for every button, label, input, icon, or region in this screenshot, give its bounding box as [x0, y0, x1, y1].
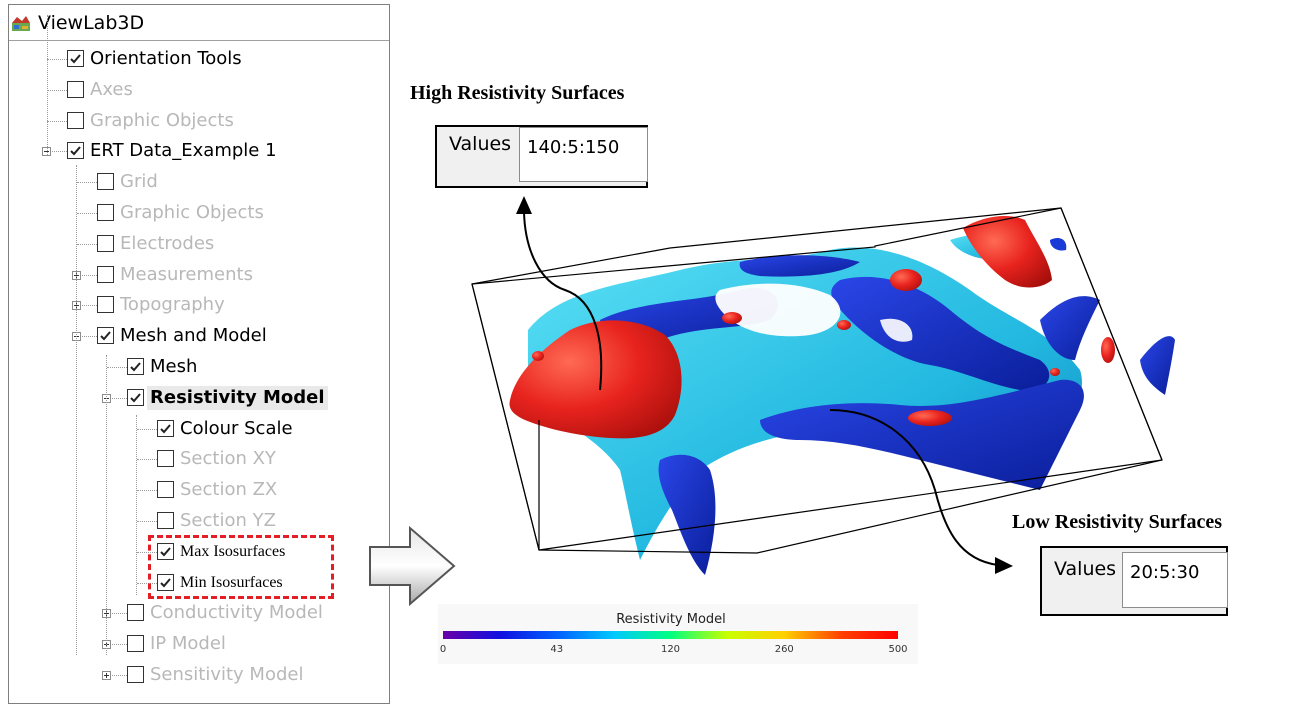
tree-item-label: Graphic Objects — [120, 202, 264, 223]
tree-connector — [137, 428, 157, 430]
low-values-label: Values — [1054, 558, 1117, 580]
collapse-icon[interactable] — [42, 147, 51, 157]
colour-scale-legend: Resistivity Model 0 43 120 260 500 — [438, 604, 918, 664]
tree-item-label: Mesh — [150, 356, 198, 377]
tree-connector — [107, 367, 127, 368]
tree-connector — [47, 59, 67, 60]
colour-scale-tick-label: 0 — [439, 644, 447, 655]
tree-item-label: Graphic Objects — [90, 109, 234, 131]
tree-connector — [137, 521, 157, 522]
tree-item-label: IP Model — [150, 633, 226, 655]
tree-item-checkbox[interactable] — [97, 173, 114, 191]
tree-connector — [107, 613, 127, 615]
tree-item-label: Grid — [120, 171, 158, 193]
expand-icon[interactable] — [102, 671, 111, 680]
high-surface-pointer-arrow — [516, 196, 603, 391]
tree-item-checkbox[interactable] — [97, 234, 114, 252]
tree-item-checkbox[interactable] — [127, 604, 144, 622]
tree-item-label: Conductivity Model — [150, 602, 323, 624]
tree-item-checkbox[interactable] — [157, 573, 174, 591]
tree-item-checkbox[interactable] — [157, 419, 174, 437]
tree-item-checkbox[interactable] — [97, 265, 114, 283]
tree-item-label: ERT Data_Example 1 — [90, 140, 277, 162]
tree-item-label: Measurements — [120, 263, 253, 285]
tree-item-checkbox[interactable] — [67, 50, 84, 67]
tree-connector — [136, 415, 137, 595]
tree-item-label: Section ZX — [180, 479, 278, 501]
tree-connector — [47, 151, 67, 153]
tree-connector — [137, 459, 157, 461]
tree-connector — [77, 182, 97, 184]
low-surface-pointer-arrow — [829, 409, 1013, 574]
high-resistivity-isosurfaces — [509, 216, 1115, 439]
low-values-panel: Values 20:5:30 — [1040, 546, 1228, 616]
tree-connector — [137, 490, 157, 492]
tree-connector — [137, 582, 157, 584]
right-arrow-icon — [366, 525, 460, 611]
tree-item-label: Section XY — [180, 448, 276, 470]
app-title: ViewLab3D — [38, 12, 145, 34]
tree-item-label: Axes — [90, 78, 133, 100]
tree-connector — [77, 305, 97, 307]
tree-connector — [77, 213, 97, 214]
tree-item-label: Orientation Tools — [90, 48, 242, 69]
tree-connector — [106, 355, 107, 655]
tree-item-checkbox[interactable] — [127, 666, 144, 683]
tree-item-label: Sensitivity Model — [150, 664, 304, 685]
colour-scale-gradient — [443, 631, 898, 639]
tree-item-checkbox[interactable] — [97, 327, 114, 345]
tree-item-checkbox[interactable] — [157, 481, 174, 499]
colour-scale-title: Resistivity Model — [616, 612, 726, 627]
tree-item-label: Min Isosurfaces — [180, 573, 283, 591]
model-bounding-box — [471, 207, 1163, 554]
tree-title-bar: ViewLab3D — [9, 5, 389, 41]
tree-item-checkbox[interactable] — [67, 111, 84, 129]
tree-connector — [107, 675, 127, 676]
tree-item-label: Electrodes — [120, 232, 215, 254]
tree-item-label: Mesh and Model — [120, 325, 267, 347]
tree-item-checkbox[interactable] — [67, 142, 84, 160]
colour-scale-tick-label: 260 — [774, 644, 794, 655]
tree-item-label: Resistivity Model — [147, 385, 328, 410]
isosurface-highlight-box — [148, 535, 334, 599]
tree-item-label: Colour Scale — [180, 417, 293, 439]
tree-connector — [107, 644, 127, 646]
tree-connector — [47, 15, 48, 155]
tree-item-checkbox[interactable] — [97, 204, 114, 221]
tree-connector — [77, 243, 97, 245]
colour-scale-tick-label: 43 — [550, 644, 564, 655]
colour-scale-tick-label: 500 — [888, 644, 908, 655]
tree-item-checkbox[interactable] — [157, 512, 174, 529]
tree-item-label: Max Isosurfaces — [180, 542, 286, 560]
high-resistivity-caption: High Resistivity Surfaces — [410, 82, 625, 104]
tree-item-checkbox[interactable] — [157, 542, 174, 560]
high-values-input[interactable]: 140:5:150 — [519, 127, 648, 182]
tree-panel: ViewLab3D Orientation Tools Axes Graphic O… — [8, 4, 390, 704]
colour-scale-tick-label: 120 — [660, 644, 681, 655]
tree-connector — [76, 165, 77, 655]
tree-connector — [137, 551, 157, 553]
tree-item-checkbox[interactable] — [157, 450, 174, 468]
tree-item-checkbox[interactable] — [127, 388, 144, 406]
tree-item-checkbox[interactable] — [67, 80, 84, 98]
tree-connector — [47, 120, 67, 122]
tree-item-label: Section YZ — [180, 510, 276, 531]
tree-connector — [77, 336, 97, 338]
tree-connector — [47, 89, 67, 91]
tree-connector — [77, 274, 97, 276]
tree-item-checkbox[interactable] — [127, 358, 144, 375]
tree-item-checkbox[interactable] — [127, 635, 144, 653]
low-resistivity-caption: Low Resistivity Surfaces — [1012, 511, 1222, 533]
app-icon — [11, 14, 31, 32]
tree-item-checkbox[interactable] — [97, 296, 114, 314]
high-values-panel: Values 140:5:150 — [435, 125, 648, 188]
low-values-input[interactable]: 20:5:30 — [1122, 552, 1228, 608]
tree-connector — [107, 397, 127, 399]
high-values-label: Values — [449, 133, 512, 155]
3d-model-view[interactable] — [430, 195, 1210, 599]
tree-item-label: Topography — [120, 294, 225, 316]
